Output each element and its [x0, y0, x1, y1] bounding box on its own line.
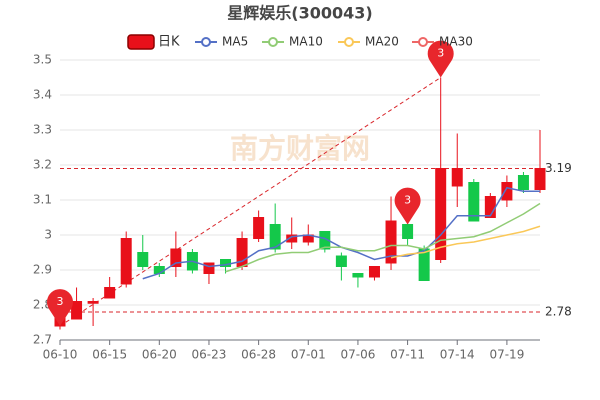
legend-label: MA5	[222, 35, 248, 49]
candle-body	[517, 175, 529, 190]
x-tick-label: 06-15	[92, 348, 127, 362]
candle-body	[286, 234, 298, 243]
legend-label: MA30	[439, 35, 473, 49]
legend-icon	[201, 37, 211, 47]
candle-body	[418, 248, 430, 281]
x-tick-label: 07-06	[340, 348, 375, 362]
candle-body	[501, 182, 513, 201]
candle-body	[319, 231, 331, 250]
y-tick-label: 2.7	[33, 333, 52, 347]
annotation-pin	[47, 289, 73, 326]
x-tick-label: 07-01	[291, 348, 326, 362]
annotation-pin	[394, 187, 421, 225]
chart-title: 星辉娱乐(300043)	[227, 4, 372, 23]
trend-line	[59, 77, 441, 327]
legend-icon	[268, 37, 278, 47]
annotation-label: 3	[57, 295, 64, 308]
x-tick-label: 06-20	[142, 348, 177, 362]
x-tick-label: 07-19	[489, 348, 524, 362]
x-tick-label: 07-14	[440, 348, 475, 362]
y-tick-label: 3	[44, 228, 52, 242]
candle-body	[253, 217, 265, 239]
y-tick-label: 3.5	[33, 53, 52, 67]
candle-body	[71, 301, 83, 320]
x-tick-label: 07-11	[390, 348, 425, 362]
legend-label: 日K	[158, 35, 180, 50]
candle-body	[468, 182, 480, 222]
candle-body	[269, 224, 281, 250]
legend-icon	[418, 37, 428, 47]
candle-body	[203, 262, 215, 274]
reference-label: 3.19	[545, 161, 572, 175]
x-tick-label: 06-10	[43, 348, 78, 362]
legend-label: MA20	[365, 35, 399, 49]
y-tick-label: 3.1	[33, 193, 52, 207]
candle-body	[104, 287, 116, 299]
y-tick-label: 2.9	[33, 263, 52, 277]
ma-line	[225, 202, 541, 273]
y-tick-label: 3.3	[33, 123, 52, 137]
candle-body	[137, 252, 149, 267]
candle-body	[451, 168, 463, 187]
candle-body	[120, 238, 132, 285]
annotation-label: 3	[404, 194, 411, 207]
watermark: 南方财富网	[230, 132, 370, 165]
x-tick-label: 06-23	[192, 348, 227, 362]
candle-body	[87, 301, 99, 304]
legend-icon	[127, 34, 155, 50]
ma-line	[390, 225, 541, 259]
candle-body	[335, 255, 347, 267]
candle-body	[435, 168, 447, 260]
legend-label: MA10	[289, 35, 323, 49]
legend-icon	[344, 37, 354, 47]
candle-body	[385, 220, 397, 264]
y-tick-label: 3.2	[33, 158, 52, 172]
annotation-label: 3	[437, 47, 444, 60]
candle-body	[352, 273, 364, 278]
annotation-pin	[427, 40, 454, 78]
candle-body	[534, 168, 546, 190]
candle-body	[170, 248, 182, 267]
y-tick-label: 3.4	[33, 88, 52, 102]
candle-body	[368, 266, 380, 278]
x-tick-label: 06-28	[241, 348, 276, 362]
candle-body	[153, 266, 165, 274]
candle-body	[402, 224, 414, 239]
reference-label: 2.78	[545, 305, 572, 319]
